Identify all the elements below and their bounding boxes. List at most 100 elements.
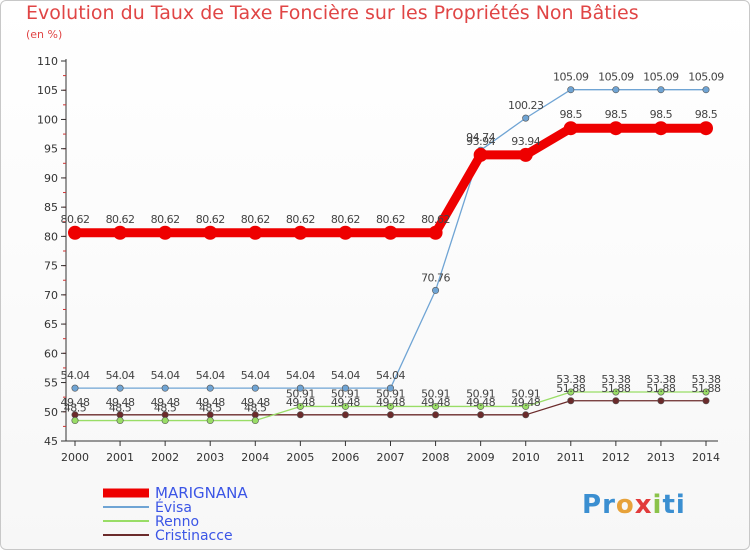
data-point — [522, 411, 530, 419]
data-point — [251, 417, 259, 425]
legend-label: MARIGNANA — [155, 484, 248, 502]
data-point — [563, 121, 578, 136]
data-label: 49.48 — [331, 396, 360, 409]
legend-label: Cristinacce — [155, 528, 233, 544]
data-label: 53.38 — [692, 373, 721, 386]
data-point — [161, 417, 169, 425]
data-point — [206, 384, 214, 392]
chart-title: Evolution du Taux de Taxe Foncière sur l… — [26, 2, 639, 24]
data-label: 50.91 — [286, 387, 315, 400]
x-tick-label: 2012 — [602, 451, 630, 464]
data-label: 49.48 — [61, 396, 90, 409]
data-label: 80.62 — [421, 213, 450, 226]
x-tick-label: 2008 — [422, 451, 450, 464]
y-tick-label: 45 — [44, 435, 58, 448]
y-tick-label: 70 — [44, 289, 58, 302]
data-label: 53.38 — [601, 373, 630, 386]
data-point — [702, 86, 710, 94]
x-tick-label: 2005 — [286, 451, 314, 464]
data-point — [116, 384, 124, 392]
data-label: 105.09 — [643, 71, 679, 84]
data-label: 80.62 — [376, 213, 405, 226]
data-point — [699, 121, 713, 136]
data-label: 51.88 — [601, 382, 630, 395]
data-label: 48.5 — [199, 402, 222, 415]
data-point — [657, 86, 665, 94]
y-tick-label: 110 — [37, 55, 58, 68]
data-label: 54.04 — [376, 369, 405, 382]
data-label: 49.48 — [106, 396, 135, 409]
data-point — [386, 384, 394, 392]
data-point — [428, 225, 443, 240]
data-point — [71, 417, 79, 425]
data-label: 94.74 — [466, 131, 495, 144]
data-point — [338, 225, 353, 240]
data-label: 50.91 — [376, 387, 405, 400]
proxiti-logo: Proxiti — [582, 490, 686, 520]
data-point — [68, 225, 82, 240]
data-point — [116, 417, 124, 425]
y-tick-label: 80 — [44, 230, 58, 243]
data-label: 93.94 — [466, 135, 495, 148]
x-tick-label: 2013 — [647, 451, 675, 464]
data-label: 80.62 — [106, 213, 135, 226]
data-label: 49.48 — [151, 396, 180, 409]
data-label: 49.48 — [376, 396, 405, 409]
y-tick-label: 95 — [44, 143, 58, 156]
data-label: 54.04 — [331, 369, 360, 382]
data-label: 49.48 — [511, 396, 540, 409]
y-tick-label: 100 — [37, 113, 58, 126]
data-point — [432, 286, 440, 294]
data-point — [567, 86, 575, 94]
x-tick-label: 2002 — [151, 451, 179, 464]
data-label: 49.48 — [286, 396, 315, 409]
data-point — [296, 411, 304, 419]
data-label: 49.48 — [241, 396, 270, 409]
data-point — [657, 388, 665, 396]
y-tick-label: 55 — [44, 377, 58, 390]
data-label: 80.62 — [286, 213, 315, 226]
data-label: 51.88 — [692, 382, 721, 395]
y-tick-label: 105 — [37, 84, 58, 97]
data-point — [477, 411, 485, 419]
data-point — [203, 225, 218, 240]
data-point — [383, 225, 398, 240]
data-point — [386, 411, 394, 419]
data-point — [296, 402, 304, 410]
data-label: 48.5 — [154, 402, 177, 415]
data-point — [341, 402, 349, 410]
data-label: 51.88 — [556, 382, 585, 395]
data-point — [567, 388, 575, 396]
data-point — [612, 388, 620, 396]
data-label: 53.38 — [556, 373, 585, 386]
data-label: 100.23 — [508, 99, 544, 112]
x-tick-label: 2006 — [331, 451, 359, 464]
data-point — [612, 397, 620, 405]
data-point — [296, 384, 304, 392]
data-label: 80.62 — [196, 213, 225, 226]
data-label: 50.91 — [421, 387, 450, 400]
data-point — [567, 397, 575, 405]
x-tick-label: 2001 — [106, 451, 134, 464]
data-point — [386, 402, 394, 410]
data-point — [432, 411, 440, 419]
y-tick-label: 50 — [44, 406, 58, 419]
legend-label: Évisa — [155, 499, 192, 516]
y-axis-unit: (en %) — [26, 28, 63, 41]
data-label: 105.09 — [598, 71, 634, 84]
x-tick-label: 2000 — [61, 451, 89, 464]
y-tick-label: 65 — [44, 318, 58, 331]
data-label: 80.62 — [61, 213, 90, 226]
x-tick-label: 2011 — [557, 451, 585, 464]
data-point — [161, 384, 169, 392]
data-point — [702, 397, 710, 405]
data-label: 80.62 — [151, 213, 180, 226]
data-point — [432, 402, 440, 410]
x-tick-label: 2009 — [467, 451, 495, 464]
legend-label: Renno — [155, 514, 199, 530]
data-label: 54.04 — [151, 369, 180, 382]
data-label: 50.91 — [511, 387, 540, 400]
data-label: 49.48 — [421, 396, 450, 409]
y-tick-label: 60 — [44, 347, 58, 360]
